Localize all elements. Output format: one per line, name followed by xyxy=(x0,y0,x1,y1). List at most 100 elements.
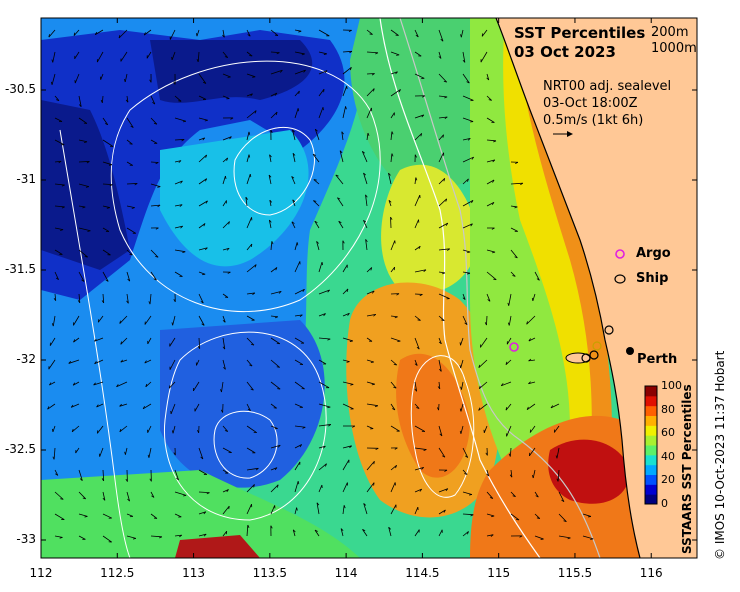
current-arrow xyxy=(318,381,330,389)
current-arrow xyxy=(54,117,63,122)
y-tick-label: -31 xyxy=(16,172,36,186)
current-arrow xyxy=(150,513,158,519)
current-arrow xyxy=(294,288,305,295)
current-arrowhead xyxy=(291,221,295,224)
x-tick-label: 116 xyxy=(639,566,663,580)
current-arrowhead xyxy=(48,34,50,38)
current-arrow xyxy=(438,116,448,119)
current-arrow xyxy=(460,29,464,38)
current-arrow xyxy=(505,359,512,365)
current-arrow xyxy=(246,337,255,346)
current-arrowhead xyxy=(421,467,424,470)
current-arrowhead xyxy=(297,481,300,485)
current-arrowhead xyxy=(204,247,208,251)
colorbar-segment xyxy=(645,494,657,505)
current-arrowhead xyxy=(465,455,468,458)
current-arrowhead xyxy=(371,73,375,76)
current-arrow xyxy=(486,491,494,499)
current-arrowhead xyxy=(414,154,417,158)
current-arrowhead xyxy=(471,200,474,204)
current-arrowhead xyxy=(478,385,481,389)
current-arrow xyxy=(337,197,344,207)
current-arrowhead xyxy=(250,388,254,391)
current-arrow xyxy=(126,95,129,103)
sealevel-contour-3 xyxy=(213,410,278,479)
current-arrowhead xyxy=(49,382,52,386)
current-arrowhead xyxy=(555,455,558,459)
current-arrowhead xyxy=(296,242,299,246)
current-arrow xyxy=(510,205,518,208)
current-arrowhead xyxy=(53,297,57,301)
current-arrow xyxy=(270,290,282,295)
current-arrow xyxy=(102,117,109,125)
current-arrowhead xyxy=(222,320,226,323)
current-arrowhead xyxy=(373,314,377,317)
current-arrow xyxy=(582,513,592,517)
current-arrow xyxy=(478,359,488,368)
current-arrow xyxy=(414,425,426,432)
current-arrow xyxy=(558,513,567,522)
current-arrow xyxy=(438,509,446,515)
current-arrow xyxy=(98,315,104,323)
current-arrow xyxy=(270,267,278,273)
current-arrow xyxy=(318,289,330,295)
current-arrowhead xyxy=(147,454,150,458)
current-arrowhead xyxy=(419,294,423,297)
current-arrowhead xyxy=(120,341,122,345)
current-arrow xyxy=(390,112,395,119)
current-arrowhead xyxy=(153,278,157,281)
legend-argo-label: Argo xyxy=(636,246,671,261)
current-arrowhead xyxy=(531,297,534,302)
current-arrow xyxy=(270,403,277,409)
colorbar-segment xyxy=(645,395,657,407)
current-arrow xyxy=(270,29,279,36)
current-arrow xyxy=(438,293,450,300)
current-arrow xyxy=(51,73,56,85)
current-arrow xyxy=(366,461,375,471)
current-arrowhead xyxy=(84,516,88,518)
current-arrowhead xyxy=(275,267,278,271)
current-arrow xyxy=(478,403,488,411)
current-arrow xyxy=(126,535,137,539)
current-arrow xyxy=(194,403,200,412)
current-arrowhead xyxy=(567,537,571,540)
current-arrow xyxy=(171,51,176,61)
current-arrowhead xyxy=(250,343,255,346)
current-arrow xyxy=(102,513,112,519)
current-arrowhead xyxy=(298,90,300,95)
current-arrowhead xyxy=(396,293,400,296)
current-arrow xyxy=(390,381,397,389)
current-arrow xyxy=(414,403,420,409)
current-arrow xyxy=(313,179,320,185)
current-arrowhead xyxy=(70,404,74,408)
current-arrowhead xyxy=(371,290,375,294)
current-arrow xyxy=(366,425,374,430)
current-arrow xyxy=(174,513,182,518)
current-arrowhead xyxy=(180,225,184,229)
current-arrowhead xyxy=(130,125,134,128)
current-arrowhead xyxy=(341,131,344,135)
current-arrow xyxy=(150,491,155,498)
current-arrowhead xyxy=(490,534,494,537)
current-arrowhead xyxy=(313,179,317,181)
current-arrow xyxy=(438,51,442,59)
current-arrow xyxy=(318,463,327,471)
current-arrowhead xyxy=(416,407,420,409)
current-arrowhead xyxy=(349,340,353,342)
current-arrow xyxy=(102,535,112,543)
current-arrowhead xyxy=(375,447,379,451)
current-arrow xyxy=(292,153,296,163)
current-arrow xyxy=(270,467,278,471)
current-arrowhead xyxy=(535,495,539,498)
current-arrow xyxy=(342,505,345,515)
current-arrowhead xyxy=(349,50,353,54)
current-arrow xyxy=(318,88,325,97)
current-arrow xyxy=(462,137,471,141)
current-arrowhead xyxy=(363,503,367,506)
current-arrow xyxy=(363,220,368,229)
current-arrowhead xyxy=(337,197,341,200)
current-arrowhead xyxy=(339,150,343,154)
current-arrowhead xyxy=(106,207,110,209)
current-arrowhead xyxy=(222,346,226,350)
current-arrow xyxy=(438,222,448,229)
